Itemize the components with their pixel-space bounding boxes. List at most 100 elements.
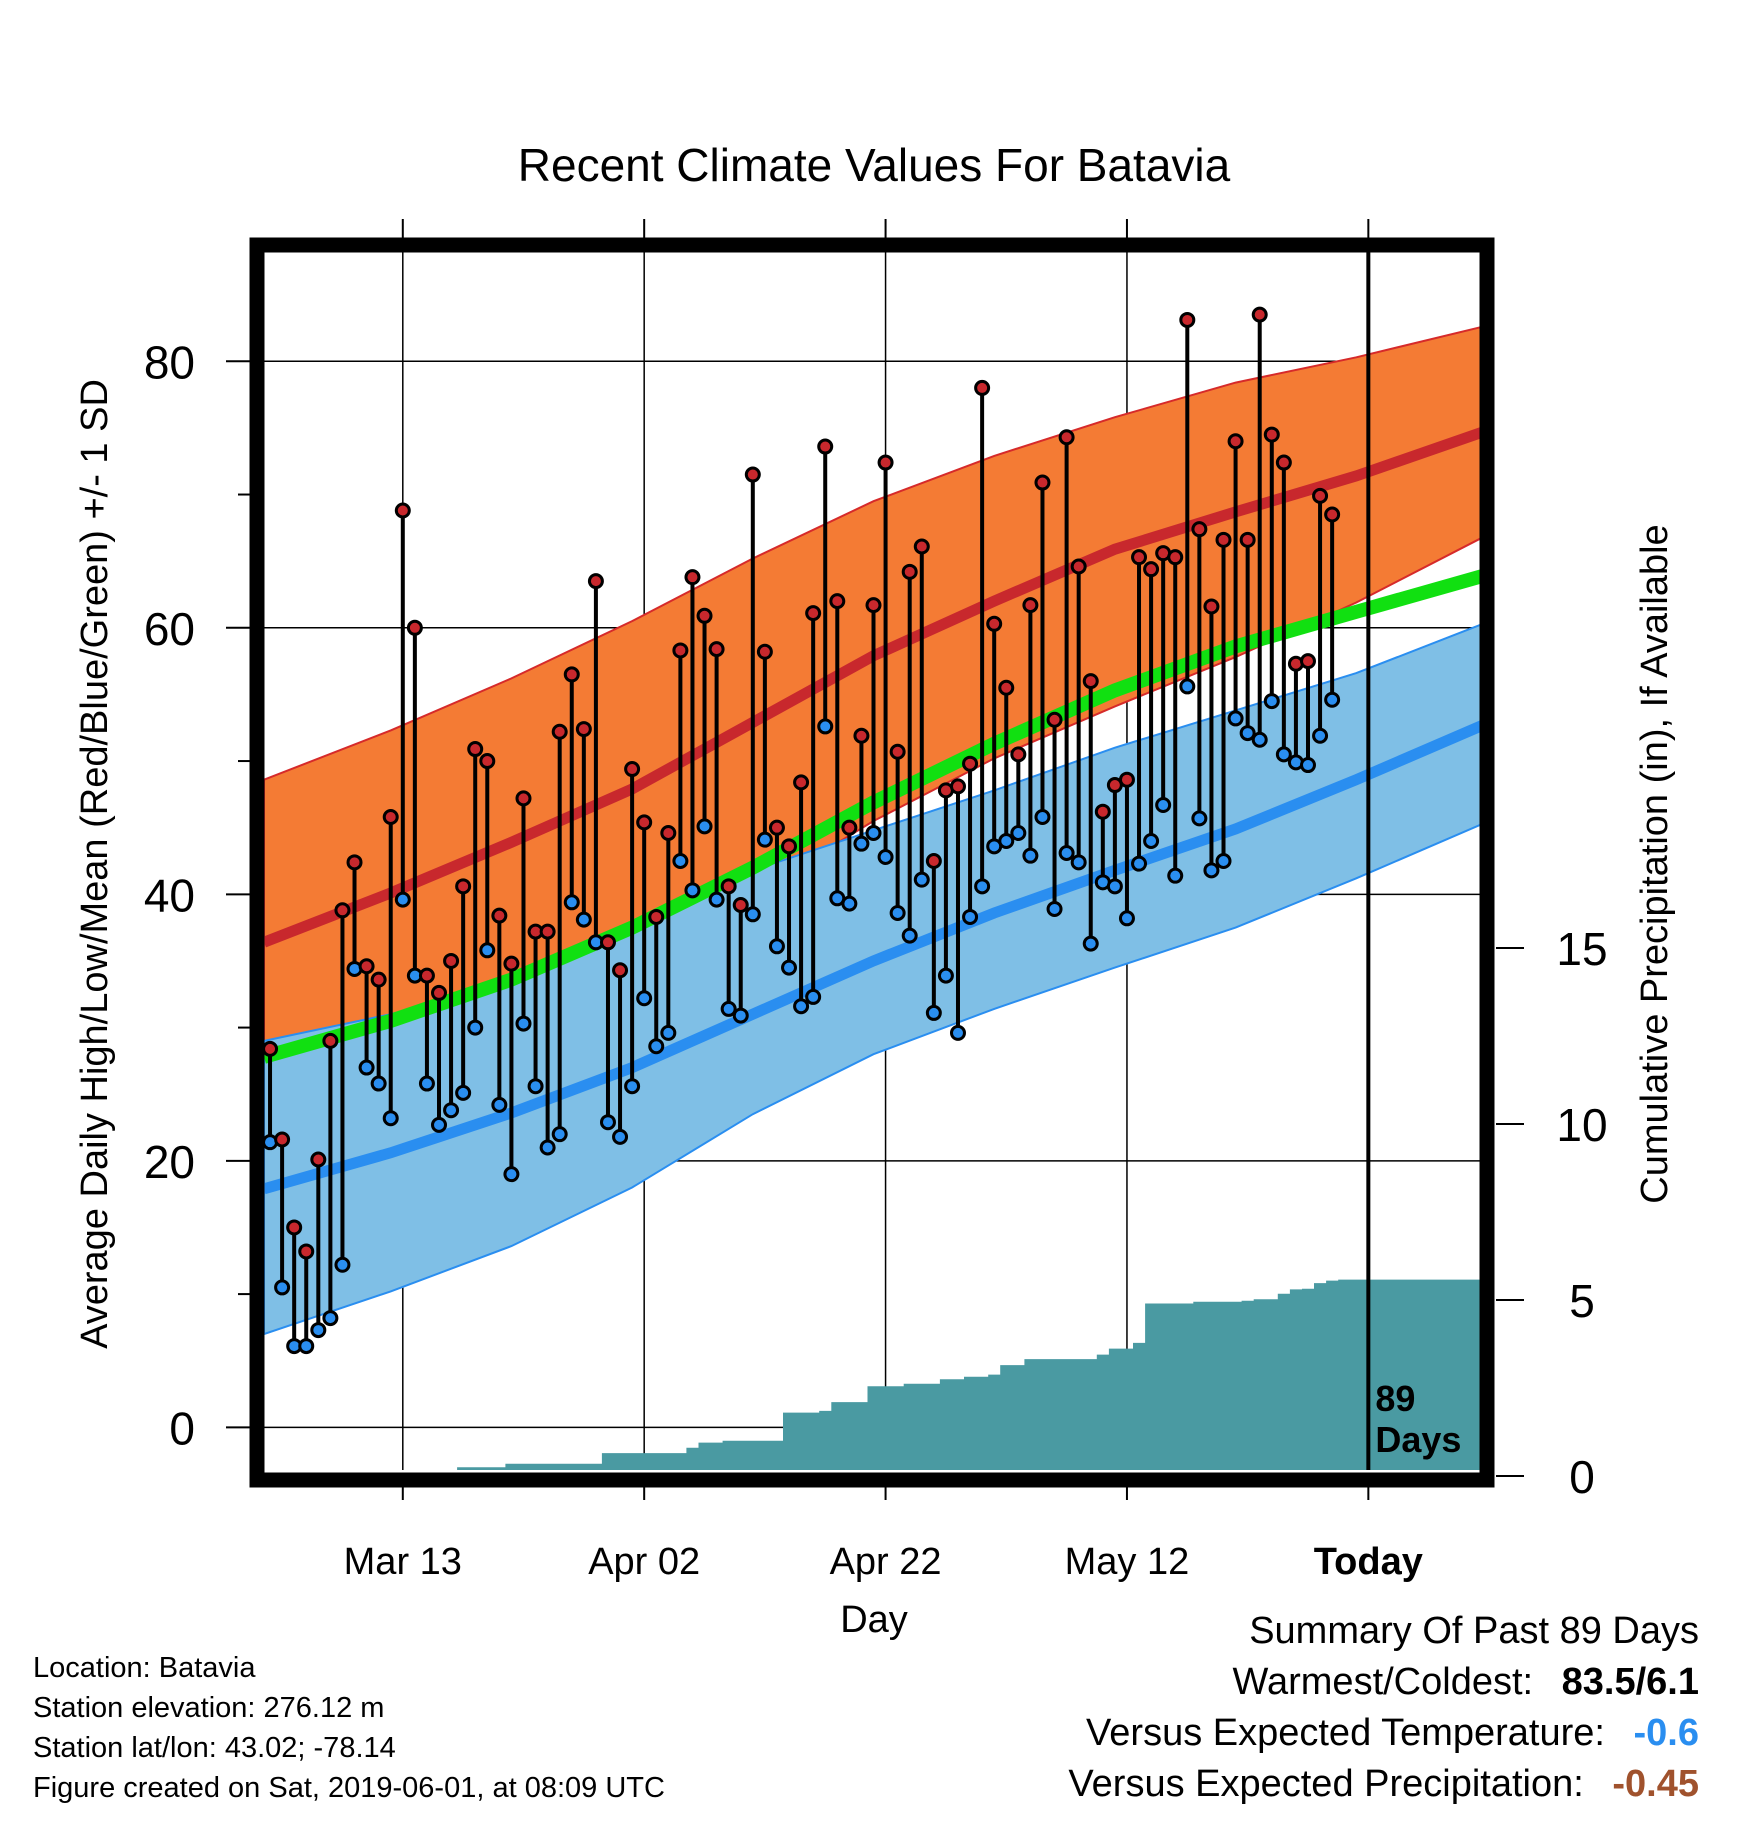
daily-high-point	[503, 955, 520, 972]
daily-low-point	[467, 1019, 484, 1036]
x-axis-label: Day	[840, 1599, 908, 1641]
daily-high-point	[708, 641, 725, 658]
daily-high-point	[394, 502, 411, 519]
daily-low-point	[394, 891, 411, 908]
daily-low-point	[732, 1007, 749, 1024]
daily-low-point	[1215, 852, 1232, 869]
x-tick-label: Apr 02	[588, 1541, 700, 1583]
daily-low-point	[781, 959, 798, 976]
x-tick-label: May 12	[1065, 1541, 1190, 1583]
summary-panel: Summary Of Past 89 Days Warmest/Coldest:…	[1068, 1606, 1699, 1810]
precip-anomaly-label: Versus Expected Precipitation:	[1068, 1763, 1584, 1805]
daily-low-point	[1010, 825, 1027, 842]
daily-high-point	[431, 984, 448, 1001]
daily-high-point	[406, 619, 423, 636]
daily-high-point	[587, 573, 604, 590]
daily-low-point	[624, 1078, 641, 1095]
daily-low-point	[1167, 867, 1184, 884]
daily-high-point	[901, 563, 918, 580]
daily-high-point	[672, 642, 689, 659]
x-tick-label: Mar 13	[344, 1541, 462, 1583]
daily-low-point	[563, 894, 580, 911]
daily-high-point	[1058, 429, 1075, 446]
daily-low-point	[370, 1075, 387, 1092]
daily-high-point	[1203, 598, 1220, 615]
warmest-coldest-label: Warmest/Coldest:	[1232, 1661, 1534, 1703]
y-tick-label-right: 15	[1556, 923, 1607, 975]
y-axis-label-left: Average Daily High/Low/Mean (Red/Blue/Gr…	[74, 379, 116, 1349]
daily-high-point	[913, 538, 930, 555]
daily-high-point	[358, 958, 375, 975]
daily-high-point	[1167, 549, 1184, 566]
daily-low-point	[889, 904, 906, 921]
daily-high-point	[1082, 673, 1099, 690]
daily-high-point	[877, 454, 894, 471]
daily-low-point	[684, 882, 701, 899]
daily-low-point	[853, 835, 870, 852]
y-tick-label-left: 40	[144, 869, 195, 921]
daily-low-point	[527, 1078, 544, 1095]
daily-low-point	[1179, 678, 1196, 695]
y-tick-label-left: 20	[144, 1136, 195, 1188]
y-tick-label-left: 60	[144, 603, 195, 655]
daily-high-point	[684, 569, 701, 586]
daily-low-point	[962, 908, 979, 925]
daily-high-point	[793, 774, 810, 791]
daily-low-point	[298, 1338, 315, 1355]
daily-high-point	[781, 838, 798, 855]
daily-low-point	[877, 849, 894, 866]
today-days-number: 89	[1375, 1378, 1415, 1419]
summary-warmest-row: Warmest/Coldest: 83.5/6.1	[1068, 1657, 1699, 1708]
daily-high-point	[624, 761, 641, 778]
daily-high-point	[346, 854, 363, 871]
daily-high-point	[264, 1040, 279, 1057]
daily-low-point	[1155, 797, 1172, 814]
daily-high-point	[720, 878, 737, 895]
daily-high-point	[925, 852, 942, 869]
created-text: Figure created on Sat, 2019-06-01, at 08…	[33, 1772, 665, 1804]
daily-high-point	[479, 753, 496, 770]
y-axis-label-right: Cumulative Precipitation (in), If Availa…	[1634, 524, 1676, 1203]
daily-high-point	[467, 741, 484, 758]
daily-low-point	[443, 1102, 460, 1119]
daily-low-point	[805, 988, 822, 1005]
daily-low-point	[998, 833, 1015, 850]
y-tick-label-right: 5	[1569, 1275, 1595, 1327]
daily-low-point	[539, 1139, 556, 1156]
daily-high-point	[599, 934, 616, 951]
daily-high-point	[841, 819, 858, 836]
daily-high-point	[1251, 306, 1268, 323]
daily-low-point	[1239, 725, 1256, 742]
daily-high-point	[1143, 561, 1160, 578]
chart-title: Recent Climate Values For Batavia	[518, 139, 1231, 191]
daily-high-point	[1046, 711, 1063, 728]
daily-low-point	[551, 1126, 568, 1143]
y-tick-label-left: 0	[169, 1402, 195, 1454]
daily-low-point	[1034, 809, 1051, 826]
temp-anomaly-label: Versus Expected Temperature:	[1086, 1712, 1605, 1754]
daily-high-point	[1022, 597, 1039, 614]
daily-high-point	[853, 727, 870, 744]
daily-low-point	[744, 906, 761, 923]
daily-high-point	[768, 819, 785, 836]
daily-low-point	[1046, 900, 1063, 917]
daily-low-point	[382, 1110, 399, 1127]
daily-high-point	[1299, 653, 1316, 670]
daily-high-point	[612, 962, 629, 979]
daily-low-point	[1070, 854, 1087, 871]
daily-high-point	[962, 755, 979, 772]
daily-low-point	[1143, 833, 1160, 850]
daily-high-point	[370, 971, 387, 988]
daily-low-point	[418, 1075, 435, 1092]
elevation-text: Station elevation: 276.12 m	[33, 1692, 385, 1724]
daily-low-point	[310, 1322, 327, 1339]
daily-low-point	[768, 938, 785, 955]
warmest-coldest-value: 83.5/6.1	[1561, 1661, 1699, 1703]
daily-high-point	[949, 778, 966, 795]
daily-low-point	[515, 1015, 532, 1032]
precip-area	[457, 1279, 1483, 1470]
daily-high-point	[1215, 531, 1232, 548]
daily-low-point	[720, 1000, 737, 1017]
daily-low-point	[455, 1084, 472, 1101]
